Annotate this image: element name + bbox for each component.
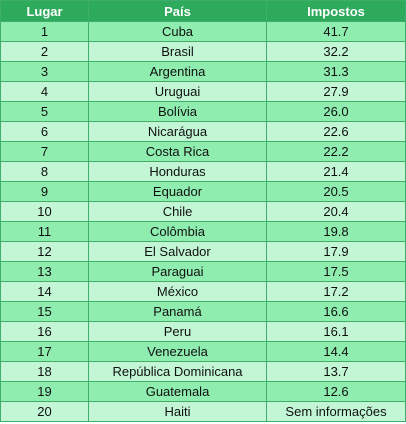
taxes-cell: 19.8 (266, 221, 406, 242)
table-row: 11 Colômbia 19.8 (0, 221, 406, 242)
table-row: 18 República Dominicana 13.7 (0, 361, 406, 382)
country-cell: Argentina (88, 61, 267, 82)
taxes-cell: 13.7 (266, 361, 406, 382)
table-row: 15 Panamá 16.6 (0, 301, 406, 322)
table-row: 19 Guatemala 12.6 (0, 381, 406, 402)
taxes-cell: 21.4 (266, 161, 406, 182)
rank-cell: 15 (0, 301, 89, 322)
country-cell: Guatemala (88, 381, 267, 402)
taxes-cell: 16.6 (266, 301, 406, 322)
table-row: 20 Haiti Sem informações (0, 401, 406, 422)
rank-cell: 2 (0, 41, 89, 62)
rank-cell: 12 (0, 241, 89, 262)
header-taxes: Impostos (266, 0, 406, 22)
taxes-cell: 12.6 (266, 381, 406, 402)
taxes-cell: 17.9 (266, 241, 406, 262)
country-cell: Venezuela (88, 341, 267, 362)
table-row: 9 Equador 20.5 (0, 181, 406, 202)
table-row: 6 Nicarágua 22.6 (0, 121, 406, 142)
table-row: 8 Honduras 21.4 (0, 161, 406, 182)
table-row: 14 México 17.2 (0, 281, 406, 302)
country-cell: Bolívia (88, 101, 267, 122)
header-row: Lugar País Impostos (0, 0, 406, 22)
country-cell: Panamá (88, 301, 267, 322)
rank-cell: 5 (0, 101, 89, 122)
table-row: 12 El Salvador 17.9 (0, 241, 406, 262)
rank-cell: 3 (0, 61, 89, 82)
rank-cell: 17 (0, 341, 89, 362)
taxes-cell: 17.5 (266, 261, 406, 282)
taxes-cell: 14.4 (266, 341, 406, 362)
table-row: 7 Costa Rica 22.2 (0, 141, 406, 162)
table-row: 4 Uruguai 27.9 (0, 81, 406, 102)
rank-cell: 4 (0, 81, 89, 102)
country-cell: Uruguai (88, 81, 267, 102)
table-row: 10 Chile 20.4 (0, 201, 406, 222)
taxes-cell: 26.0 (266, 101, 406, 122)
country-cell: Paraguai (88, 261, 267, 282)
rank-cell: 8 (0, 161, 89, 182)
country-cell: Nicarágua (88, 121, 267, 142)
table-row: 3 Argentina 31.3 (0, 61, 406, 82)
country-cell: Chile (88, 201, 267, 222)
rank-cell: 13 (0, 261, 89, 282)
taxes-cell: 32.2 (266, 41, 406, 62)
rank-cell: 6 (0, 121, 89, 142)
country-cell: Peru (88, 321, 267, 342)
table-row: 16 Peru 16.1 (0, 321, 406, 342)
header-rank: Lugar (0, 0, 89, 22)
taxes-cell: Sem informações (266, 401, 406, 422)
table-row: 13 Paraguai 17.5 (0, 261, 406, 282)
header-country: País (88, 0, 267, 22)
taxes-cell: 16.1 (266, 321, 406, 342)
country-cell: Brasil (88, 41, 267, 62)
taxes-cell: 17.2 (266, 281, 406, 302)
rank-cell: 11 (0, 221, 89, 242)
country-cell: El Salvador (88, 241, 267, 262)
country-cell: Costa Rica (88, 141, 267, 162)
taxes-cell: 27.9 (266, 81, 406, 102)
rank-cell: 7 (0, 141, 89, 162)
country-cell: México (88, 281, 267, 302)
table-body: 1 Cuba 41.7 2 Brasil 32.2 3 Argentina 31.3 4 Urugu… (0, 21, 406, 422)
taxes-cell: 31.3 (266, 61, 406, 82)
country-cell: Equador (88, 181, 267, 202)
taxes-cell: 41.7 (266, 21, 406, 42)
country-cell: Honduras (88, 161, 267, 182)
table-row: 17 Venezuela 14.4 (0, 341, 406, 362)
rank-cell: 10 (0, 201, 89, 222)
rank-cell: 18 (0, 361, 89, 382)
taxes-cell: 20.4 (266, 201, 406, 222)
country-cell: Haiti (88, 401, 267, 422)
table-row: 5 Bolívia 26.0 (0, 101, 406, 122)
country-cell: República Dominicana (88, 361, 267, 382)
rank-cell: 16 (0, 321, 89, 342)
country-cell: Colômbia (88, 221, 267, 242)
table-row: 1 Cuba 41.7 (0, 21, 406, 42)
table-row: 2 Brasil 32.2 (0, 41, 406, 62)
rank-cell: 14 (0, 281, 89, 302)
rank-cell: 9 (0, 181, 89, 202)
taxes-cell: 20.5 (266, 181, 406, 202)
taxes-cell: 22.6 (266, 121, 406, 142)
rank-cell: 20 (0, 401, 89, 422)
country-cell: Cuba (88, 21, 267, 42)
rank-cell: 1 (0, 21, 89, 42)
taxes-cell: 22.2 (266, 141, 406, 162)
rank-cell: 19 (0, 381, 89, 402)
